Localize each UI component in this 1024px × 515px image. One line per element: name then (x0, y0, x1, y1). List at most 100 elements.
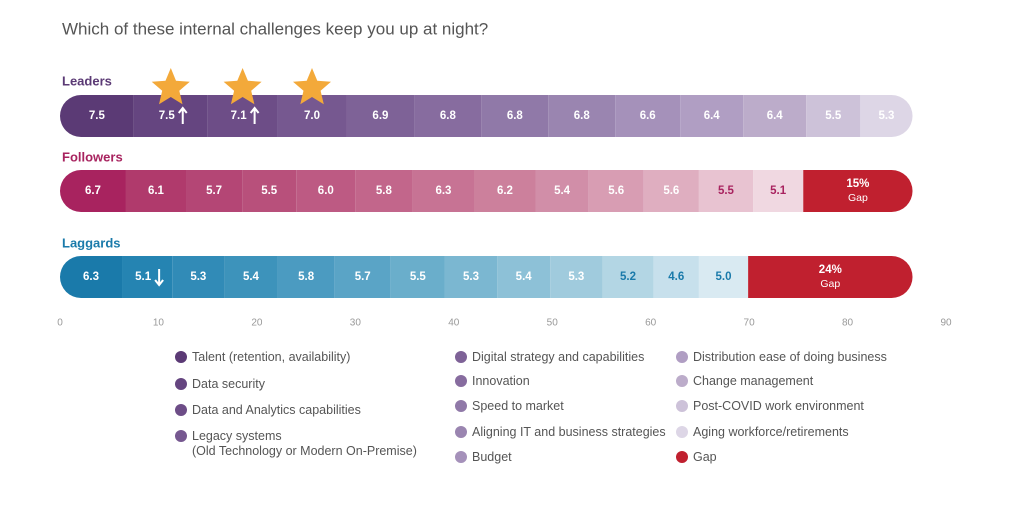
bar-segment (753, 170, 804, 212)
trend-arrow (177, 106, 188, 124)
legend-item: Digital strategy and capabilities (455, 350, 644, 365)
legend-item: Gap (676, 450, 717, 465)
legend-label: Data and Analytics capabilities (192, 403, 361, 417)
bar-segment (806, 95, 861, 137)
bar-segment (743, 95, 807, 137)
value-label: 5.4 (516, 271, 533, 283)
bar-segment (355, 170, 413, 212)
bar-segment (172, 256, 225, 298)
value-label: 5.2 (620, 271, 636, 283)
legend-item: Legacy systems (Old Technology or Modern… (175, 429, 417, 459)
legend-label: Budget (472, 450, 512, 464)
bar-segment (390, 256, 445, 298)
value-label: 5.5 (718, 185, 735, 197)
star (151, 68, 190, 105)
x-tick-label: 20 (251, 318, 263, 329)
value-label: 5.7 (355, 271, 371, 283)
bar-segment (680, 95, 744, 137)
bar-segment (224, 256, 278, 298)
x-tick-label: 40 (448, 318, 460, 329)
value-label: 7.1 (231, 110, 248, 122)
bar-segment (643, 170, 699, 212)
value-label: 5.5 (410, 271, 427, 283)
bar-segment (698, 256, 749, 298)
bar-segment (481, 95, 549, 137)
legend-swatch (676, 400, 688, 412)
bar-segment (615, 95, 681, 137)
legend-item: Aging workforce/retirements (676, 425, 849, 440)
x-tick-label: 90 (940, 318, 952, 329)
value-label: 5.3 (568, 271, 584, 283)
x-tick-label: 50 (547, 318, 559, 329)
value-label: 5.8 (298, 271, 315, 283)
value-label: 5.8 (376, 185, 393, 197)
legend-item: Distribution ease of doing business (676, 350, 887, 365)
value-label: 5.3 (190, 271, 206, 283)
value-label: 7.0 (304, 110, 320, 122)
bar-segment (444, 256, 498, 298)
legend-swatch (455, 351, 467, 363)
gap-label: 15% (846, 178, 869, 190)
value-label: 5.5 (261, 185, 278, 197)
x-tick-label: 10 (153, 318, 165, 329)
star (293, 68, 331, 105)
bar-segment (122, 256, 173, 298)
legend-swatch (175, 351, 187, 363)
bar-segment (60, 170, 126, 212)
bar-segment (125, 170, 187, 212)
legend-swatch (455, 426, 467, 438)
gap-segment (803, 170, 913, 212)
legend-swatch (455, 375, 467, 387)
bar-segment (497, 256, 551, 298)
value-label: 5.6 (663, 185, 679, 197)
bar-segment (277, 256, 335, 298)
bar-row (60, 95, 913, 137)
legend-label: Post-COVID work environment (693, 399, 864, 413)
x-tick-label: 60 (645, 318, 657, 329)
x-tick-label: 70 (744, 318, 756, 329)
bar-segment (277, 95, 347, 137)
value-label: 6.3 (435, 185, 451, 197)
legend-item: Data security (175, 377, 265, 392)
value-label: 5.4 (243, 271, 260, 283)
bar-segment (535, 170, 589, 212)
bar-segment (60, 95, 134, 137)
bar-segment (60, 256, 123, 298)
legend-label: Aligning IT and business strategies (472, 425, 666, 439)
value-label: 5.7 (206, 185, 222, 197)
bar-segment (207, 95, 278, 137)
value-label: 6.8 (507, 110, 524, 122)
bar-row (60, 170, 913, 212)
value-label: 6.2 (497, 185, 513, 197)
value-label: 6.9 (372, 110, 388, 122)
star (223, 68, 262, 105)
legend-label: Talent (retention, availability) (192, 350, 351, 364)
value-label: 5.6 (608, 185, 624, 197)
gap-name: Gap (848, 192, 868, 204)
row-label: Leaders (62, 73, 112, 88)
legend-swatch (175, 430, 187, 442)
value-label: 5.0 (716, 271, 732, 283)
value-label: 5.1 (135, 271, 152, 283)
legend-label: Change management (693, 374, 814, 388)
legend-swatch (676, 451, 688, 463)
value-label: 5.3 (878, 110, 894, 122)
legend-label: Innovation (472, 374, 530, 388)
legend-item: Post-COVID work environment (676, 399, 864, 414)
value-label: 6.8 (440, 110, 457, 122)
value-label: 6.4 (767, 110, 784, 122)
legend-label: Legacy systems (Old Technology or Modern… (192, 429, 417, 458)
legend-swatch (455, 451, 467, 463)
legend-swatch (676, 426, 688, 438)
bar-segment (412, 170, 475, 212)
bar-segment (474, 170, 536, 212)
legend-item: Speed to market (455, 399, 564, 414)
x-tick-label: 30 (350, 318, 362, 329)
x-tick-label: 0 (57, 318, 63, 329)
chart-title: Which of these internal challenges keep … (62, 19, 488, 38)
legend-item: Data and Analytics capabilities (175, 403, 361, 418)
value-label: 7.5 (89, 110, 106, 122)
row-label: Laggards (62, 235, 121, 250)
value-label: 5.3 (463, 271, 479, 283)
bar-segment (414, 95, 482, 137)
